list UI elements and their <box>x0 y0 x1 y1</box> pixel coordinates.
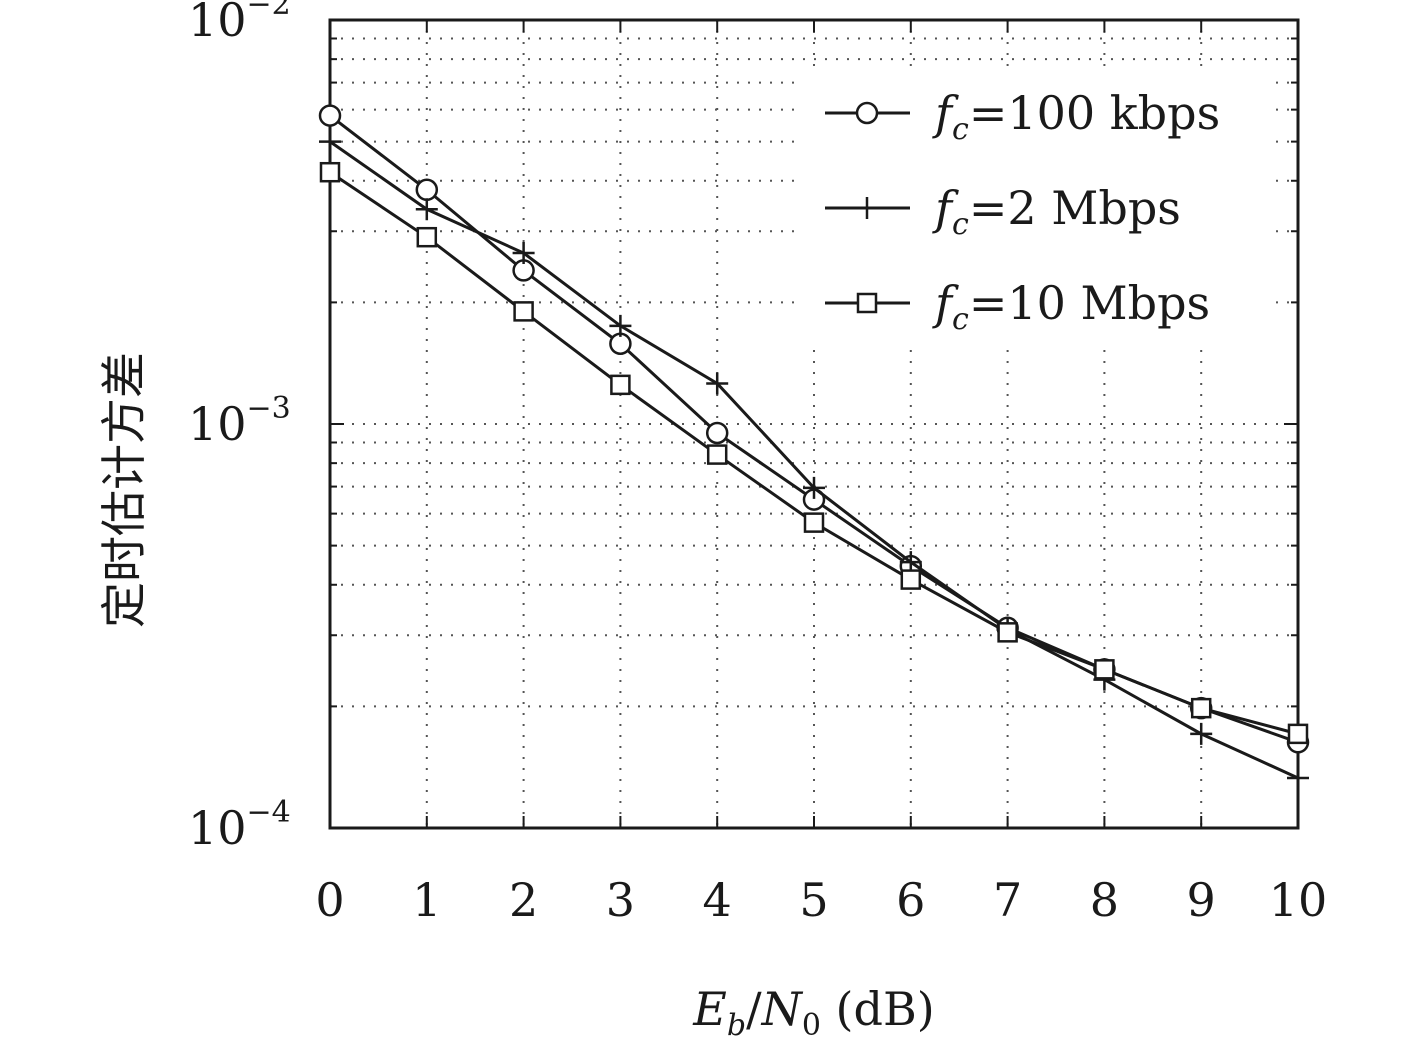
legend-marker-2 <box>856 292 878 314</box>
y-tick-label: 10−2 <box>188 0 291 47</box>
legend-marker-0 <box>855 101 879 125</box>
data-point-2-4 <box>706 444 728 465</box>
x-tick-label: 6 <box>896 873 925 927</box>
legend-item-1: fc=2 Mbps <box>825 181 1181 242</box>
data-point-0-0 <box>318 104 342 127</box>
x-tick-label: 9 <box>1187 873 1216 927</box>
x-axis: 0 1 2 3 4 5 6 7 8 9 10 <box>315 20 1327 927</box>
data-point-0-1 <box>415 178 439 202</box>
data-point-1-9 <box>1190 722 1213 745</box>
y-axis: 10−2 10−3 10−4 <box>188 0 1298 855</box>
data-point-2-9 <box>1190 697 1212 719</box>
data-point-0-4 <box>705 421 729 445</box>
series-2 <box>319 161 1309 745</box>
legend-label-2: fc=10 Mbps <box>932 276 1210 337</box>
x-tick-label: 7 <box>993 873 1022 927</box>
x-tick-label: 0 <box>315 873 344 927</box>
data-point-2-0 <box>319 161 341 183</box>
x-tick-label: 5 <box>799 873 828 927</box>
x-axis-label: Eb/N0 (dB) <box>692 982 934 1043</box>
data-point-2-3 <box>610 374 631 396</box>
legend-box <box>800 75 1270 345</box>
x-tick-label: 10 <box>1269 873 1328 927</box>
legend-marker-1 <box>856 197 878 219</box>
data-point-1-1 <box>415 198 438 221</box>
x-tick-label: 1 <box>412 873 441 927</box>
data-point-2-1 <box>416 226 438 248</box>
data-point-2-10 <box>1287 723 1309 745</box>
legend-label-0: fc=100 kbps <box>932 86 1220 147</box>
data-point-1-2 <box>512 242 535 265</box>
legend-item-2: fc=10 Mbps <box>825 276 1210 337</box>
data-point-1-10 <box>1287 766 1309 789</box>
x-tick-label: 8 <box>1090 873 1119 927</box>
legend-label-1: fc=2 Mbps <box>932 181 1181 242</box>
x-tick-label: 2 <box>509 873 538 927</box>
data-point-1-4 <box>706 372 729 395</box>
y-tick-label: 10−4 <box>188 795 291 855</box>
x-tick-label: 3 <box>606 873 635 927</box>
y-tick-label: 10−3 <box>188 391 291 451</box>
data-point-1-3 <box>609 314 632 337</box>
data-point-2-8 <box>1094 659 1115 680</box>
data-point-2-6 <box>900 569 922 590</box>
y-axis-label: 定时估计方差 <box>97 352 151 628</box>
legend: fc=100 kbps fc=2 Mbps fc=10 Mbps <box>800 75 1270 345</box>
data-point-2-7 <box>997 622 1018 643</box>
x-tick-label: 4 <box>703 873 732 927</box>
data-point-1-5 <box>803 476 825 499</box>
data-point-2-5 <box>803 512 825 533</box>
data-point-2-2 <box>513 301 534 322</box>
series-layer <box>318 104 1310 789</box>
data-point-1-0 <box>319 130 341 153</box>
